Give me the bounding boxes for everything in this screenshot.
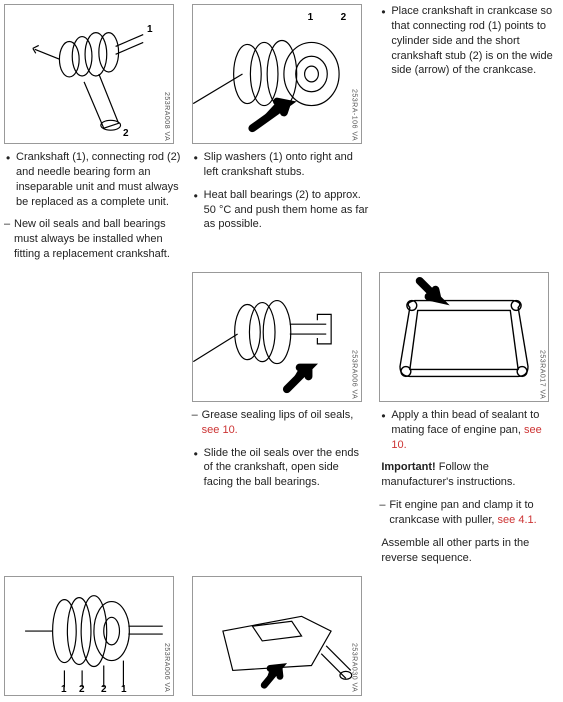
fig4-l2: 2 [79,683,85,696]
col1-dash1: New oil seals and ball bearings must alw… [4,217,184,262]
col3-plain1: Assemble all other parts in the reverse … [379,536,559,566]
figure-washers: 1 2 253RA-106 VA [192,4,362,144]
col3-block3 [379,576,559,702]
col2-block1: 1 2 253RA-106 VA Slip washers (1) onto r… [192,4,372,270]
col1-bullet1: Crankshaft (1), connecting rod (2) and n… [6,150,182,209]
fig1-code: 253RA008 VA [162,92,171,141]
fig2a-label1: 1 [308,11,314,25]
col2-bullet2: Heat ball bearings (2) to approx. 50 °C … [194,188,370,233]
fig2b-code: 253RA006 VA [349,350,358,399]
fig1-label2: 2 [123,127,129,141]
fig4-l4: 1 [121,683,127,696]
figure-crankshaft-iso: 1 2 253RA008 VA [4,4,174,144]
fig2c-code: 253RA030 VA [349,643,358,692]
fig4-l3: 2 [101,683,107,696]
col2-block2: 253RA006 VA Grease sealing lips of oil s… [192,272,372,574]
fig4-l1: 1 [61,683,67,696]
col2-bullet3: Slide the oil seals over the ends of the… [194,446,370,491]
col2-dash1-link[interactable]: see 10. [202,424,238,436]
col2-dash1-text: Grease sealing lips of oil seals, [202,409,354,421]
col1-block1: 1 2 253RA008 VA Crankshaft (1), connecti… [4,4,184,270]
col3-dash1-link[interactable]: see 4.1. [498,514,537,526]
col3-important: Important! Follow the manufacturer's ins… [379,460,559,490]
col2-bullet1: Slip washers (1) onto right and left cra… [194,150,370,180]
figure-crank-end: 1 2 2 1 253RA006 VA [4,576,174,696]
col3-dash1: Fit engine pan and clamp it to crankcase… [379,498,559,528]
col3-bullet2: Apply a thin bead of sealant to mating f… [381,408,557,453]
figure-puller: 253RA030 VA [192,576,362,696]
col3-bullet1: Place crankshaft in crankcase so that co… [381,4,557,78]
fig2a-label2: 2 [341,11,347,25]
fig1-label1: 1 [147,23,153,37]
col2-dash1: Grease sealing lips of oil seals, see 10… [192,408,372,438]
col1-spacer [4,272,184,574]
col3-bullet2-text: Apply a thin bead of sealant to mating f… [391,409,539,436]
figure-enginepan: 253RA017 VA [379,272,549,402]
fig4-code: 253RA006 VA [162,643,171,692]
col3-block2: 253RA017 VA Apply a thin bead of sealant… [379,272,559,574]
col2-block3: 253RA030 VA [192,576,372,702]
col1-block3: 1 2 2 1 253RA006 VA [4,576,184,702]
figure-oilseal: 253RA006 VA [192,272,362,402]
col3-block1: Place crankshaft in crankcase so that co… [379,4,559,270]
fig3a-code: 253RA017 VA [537,350,546,399]
fig2a-code: 253RA-106 VA [349,89,358,141]
important-label: Important! [381,461,435,473]
